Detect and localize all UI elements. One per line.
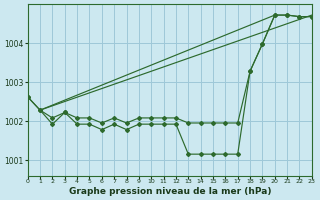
X-axis label: Graphe pression niveau de la mer (hPa): Graphe pression niveau de la mer (hPa) <box>68 187 271 196</box>
